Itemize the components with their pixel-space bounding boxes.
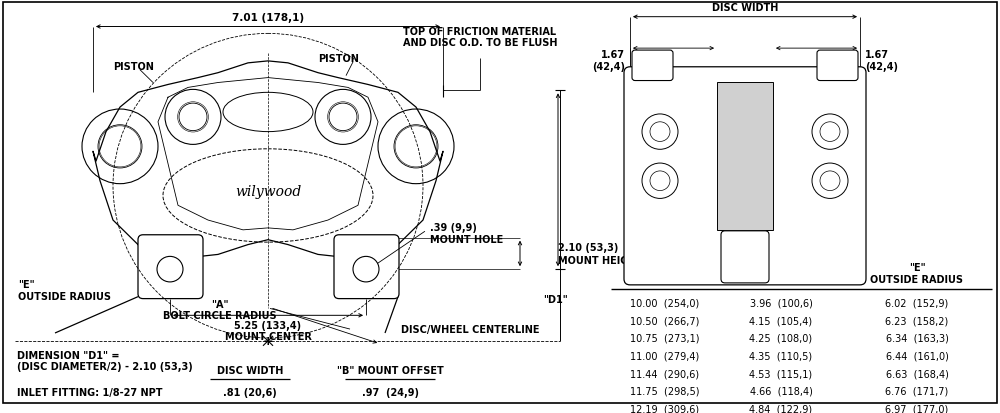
Circle shape — [812, 164, 848, 199]
Text: PISTON: PISTON — [318, 54, 359, 64]
Text: +: + — [361, 264, 371, 275]
FancyBboxPatch shape — [721, 231, 769, 283]
FancyBboxPatch shape — [632, 51, 673, 81]
Text: .39 (9,9): .39 (9,9) — [430, 222, 477, 233]
Text: DISC/WHEEL CENTERLINE: DISC/WHEEL CENTERLINE — [401, 324, 539, 334]
Text: 1.67
(42,4): 1.67 (42,4) — [865, 50, 898, 71]
Text: 12.19  (309,6): 12.19 (309,6) — [630, 404, 700, 413]
Text: 6.02  (152,9): 6.02 (152,9) — [885, 298, 949, 308]
Text: INLET FITTING: 1/8-27 NPT: INLET FITTING: 1/8-27 NPT — [17, 387, 162, 397]
Text: MOUNT HEIGHT: MOUNT HEIGHT — [558, 256, 643, 266]
Text: PISTON: PISTON — [113, 62, 154, 71]
Circle shape — [157, 257, 183, 282]
Text: "B" MOUNT OFFSET: "B" MOUNT OFFSET — [337, 366, 443, 375]
Text: 4.35  (110,5): 4.35 (110,5) — [749, 351, 813, 361]
Text: 6.23  (158,2): 6.23 (158,2) — [885, 316, 949, 325]
Text: OUTSIDE RADIUS: OUTSIDE RADIUS — [18, 291, 111, 301]
Text: 11.75  (298,5): 11.75 (298,5) — [630, 386, 700, 396]
Text: 11.00  (279,4): 11.00 (279,4) — [630, 351, 700, 361]
Text: MOUNT OFFSET—: MOUNT OFFSET— — [660, 256, 756, 267]
Text: 6.76  (171,7): 6.76 (171,7) — [885, 386, 949, 396]
Text: 4.84  (122,9): 4.84 (122,9) — [749, 404, 813, 413]
Text: 1.67
(42,4): 1.67 (42,4) — [592, 50, 625, 71]
Circle shape — [642, 115, 678, 150]
FancyBboxPatch shape — [624, 68, 866, 285]
Text: 10.50  (266,7): 10.50 (266,7) — [630, 316, 700, 325]
Circle shape — [812, 115, 848, 150]
Text: 7.01 (178,1): 7.01 (178,1) — [232, 13, 304, 23]
Text: wilywood: wilywood — [235, 184, 301, 198]
Text: 6.97  (177,0): 6.97 (177,0) — [885, 404, 949, 413]
Text: "E": "E" — [909, 263, 925, 273]
Text: DISC WIDTH: DISC WIDTH — [712, 3, 778, 13]
Text: +: + — [165, 264, 175, 275]
Text: DISC WIDTH: DISC WIDTH — [217, 366, 283, 375]
Text: (DISC DIAMETER/2) - 2.10 (53,3): (DISC DIAMETER/2) - 2.10 (53,3) — [17, 361, 193, 372]
Circle shape — [353, 257, 379, 282]
Text: 4.15  (105,4): 4.15 (105,4) — [749, 316, 813, 325]
FancyBboxPatch shape — [334, 235, 399, 299]
Text: "B": "B" — [660, 245, 677, 255]
Text: DIAMETER: DIAMETER — [637, 274, 693, 284]
Text: +: + — [263, 335, 273, 347]
Circle shape — [642, 164, 678, 199]
Text: 10.00  (254,0): 10.00 (254,0) — [630, 298, 700, 308]
Text: DISC: DISC — [652, 263, 678, 273]
Bar — [717, 83, 773, 230]
Text: .81 (20,6): .81 (20,6) — [223, 387, 277, 397]
Text: 6.34  (163,3): 6.34 (163,3) — [886, 333, 948, 343]
Text: "E": "E" — [18, 279, 35, 289]
Text: MOUNT CENTER: MOUNT CENTER — [225, 331, 311, 341]
Text: 4.25  (108,0): 4.25 (108,0) — [749, 333, 813, 343]
Text: 6.63  (168,4): 6.63 (168,4) — [886, 368, 948, 378]
Text: DIMENSION "D1" =: DIMENSION "D1" = — [17, 350, 120, 360]
Text: BOLT CIRCLE RADIUS: BOLT CIRCLE RADIUS — [163, 311, 277, 320]
Text: 10.75  (273,1): 10.75 (273,1) — [630, 333, 700, 343]
Text: "D1": "D1" — [543, 294, 567, 304]
Text: 6.44  (161,0): 6.44 (161,0) — [886, 351, 948, 361]
Text: "A" BOLT: "A" BOLT — [757, 263, 805, 273]
Text: 3.96  (100,6): 3.96 (100,6) — [750, 298, 812, 308]
Text: 5.25 (133,4): 5.25 (133,4) — [234, 320, 302, 330]
Text: 4.66  (118,4): 4.66 (118,4) — [750, 386, 812, 396]
Text: 2.10 (53,3): 2.10 (53,3) — [558, 242, 618, 252]
Text: 11.44  (290,6): 11.44 (290,6) — [630, 368, 700, 378]
Text: 4.53  (115,1): 4.53 (115,1) — [749, 368, 813, 378]
Text: OUTSIDE RADIUS: OUTSIDE RADIUS — [870, 274, 964, 284]
Text: "A": "A" — [211, 299, 229, 309]
Polygon shape — [93, 62, 443, 260]
FancyBboxPatch shape — [817, 51, 858, 81]
FancyBboxPatch shape — [138, 235, 203, 299]
Text: .97  (24,9): .97 (24,9) — [362, 387, 418, 397]
Text: TOP OF FRICTION MATERIAL
AND DISC O.D. TO BE FLUSH: TOP OF FRICTION MATERIAL AND DISC O.D. T… — [403, 26, 557, 48]
Text: CIRCLE RADIUS: CIRCLE RADIUS — [739, 274, 823, 284]
Text: MOUNT HOLE: MOUNT HOLE — [430, 234, 503, 244]
